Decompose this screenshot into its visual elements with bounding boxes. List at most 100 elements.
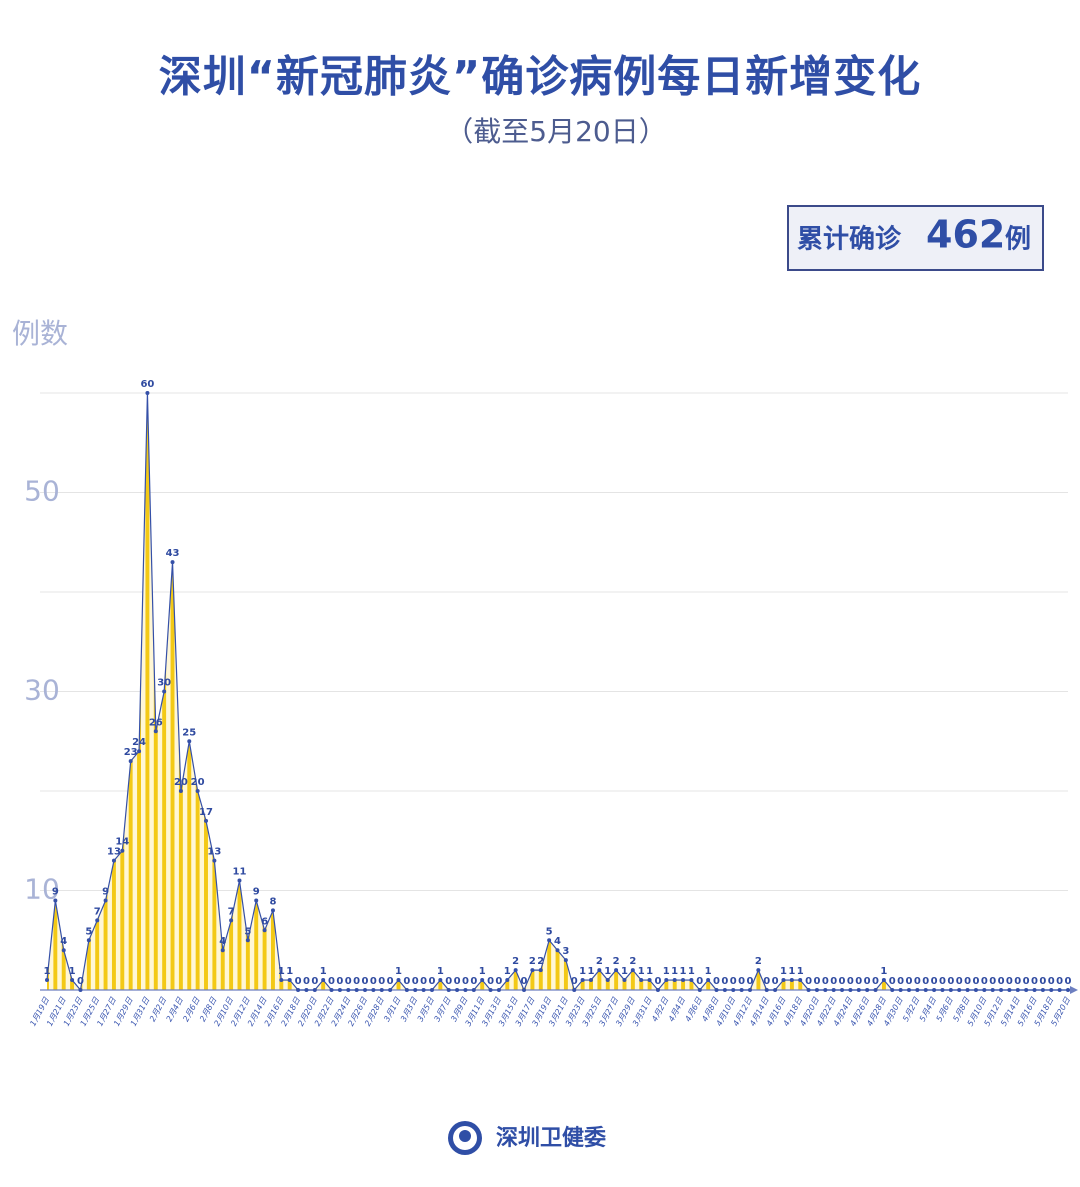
point <box>764 988 769 992</box>
value-label: 1 <box>663 966 670 977</box>
point <box>145 391 150 395</box>
value-label: 1 <box>437 966 444 977</box>
value-label: 9 <box>102 886 109 897</box>
point <box>538 968 543 973</box>
value-label: 0 <box>947 976 954 987</box>
point <box>212 858 217 863</box>
value-label: 0 <box>822 976 829 987</box>
point <box>588 978 593 983</box>
point <box>681 978 686 983</box>
point <box>1040 988 1045 992</box>
value-label: 0 <box>805 976 812 987</box>
value-label: 8 <box>269 896 276 907</box>
value-label: 0 <box>763 976 770 987</box>
point <box>204 818 209 823</box>
value-label: 1 <box>44 966 51 977</box>
value-label: 1 <box>688 966 695 977</box>
value-label: 0 <box>1014 976 1021 987</box>
value-label: 2 <box>512 956 519 967</box>
value-label: 0 <box>746 976 753 987</box>
value-label: 0 <box>1006 976 1013 987</box>
value-label: 0 <box>303 976 310 987</box>
value-label: 0 <box>839 976 846 987</box>
value-label: 0 <box>813 976 820 987</box>
point <box>413 988 418 992</box>
value-label: 4 <box>554 936 561 947</box>
value-label: 0 <box>1056 976 1063 987</box>
value-label: 4 <box>219 936 226 947</box>
value-label: 0 <box>1023 976 1030 987</box>
y-tick-label: 50 <box>24 475 60 508</box>
point <box>245 938 250 943</box>
value-label: 1 <box>780 966 787 977</box>
value-label: 0 <box>721 976 728 987</box>
value-label: 24 <box>132 737 146 748</box>
value-label: 2 <box>537 956 544 967</box>
value-label: 1 <box>880 966 887 977</box>
value-label: 13 <box>107 847 121 858</box>
point <box>496 988 501 992</box>
value-label: 5 <box>244 926 251 937</box>
point <box>856 988 861 992</box>
value-label: 1 <box>395 966 402 977</box>
point <box>655 988 660 992</box>
value-label: 1 <box>680 966 687 977</box>
point <box>789 978 794 983</box>
value-label: 2 <box>613 956 620 967</box>
point <box>1049 988 1054 992</box>
source: 深圳卫健委 <box>496 1125 606 1151</box>
value-label: 0 <box>897 976 904 987</box>
point <box>321 978 326 983</box>
value-label: 0 <box>772 976 779 987</box>
value-label: 11 <box>233 867 247 878</box>
point <box>622 978 627 983</box>
point <box>480 978 485 983</box>
value-label: 23 <box>124 747 138 758</box>
point <box>614 968 619 973</box>
value-label: 7 <box>94 906 101 917</box>
value-label: 1 <box>587 966 594 977</box>
point <box>1066 988 1070 992</box>
value-label: 20 <box>191 777 205 788</box>
value-label: 0 <box>998 976 1005 987</box>
value-label: 1 <box>286 966 293 977</box>
point <box>195 789 200 793</box>
point <box>446 988 451 992</box>
value-label: 0 <box>989 976 996 987</box>
point <box>363 988 368 992</box>
value-label: 9 <box>52 886 59 897</box>
value-label: 25 <box>182 727 196 738</box>
point <box>806 988 811 992</box>
point <box>388 988 393 992</box>
value-label: 30 <box>157 678 171 689</box>
value-label: 0 <box>654 976 661 987</box>
value-label: 0 <box>387 976 394 987</box>
value-label: 1 <box>504 966 511 977</box>
point <box>120 848 125 853</box>
point <box>137 749 142 754</box>
value-label: 0 <box>295 976 302 987</box>
point <box>354 988 359 992</box>
value-label: 0 <box>906 976 913 987</box>
point <box>270 908 275 913</box>
point <box>555 948 560 953</box>
point <box>848 988 853 992</box>
value-label: 0 <box>1039 976 1046 987</box>
point <box>781 978 786 983</box>
value-label: 0 <box>353 976 360 987</box>
point <box>170 560 175 565</box>
point <box>70 978 75 983</box>
value-label: 1 <box>604 966 611 977</box>
value-label: 5 <box>85 926 92 937</box>
value-label: 5 <box>546 926 553 937</box>
value-label: 0 <box>847 976 854 987</box>
value-label: 0 <box>696 976 703 987</box>
point <box>731 988 736 992</box>
point <box>178 789 183 793</box>
value-label: 0 <box>487 976 494 987</box>
value-label: 0 <box>412 976 419 987</box>
value-label: 0 <box>378 976 385 987</box>
point <box>605 978 610 983</box>
value-label: 0 <box>1048 976 1055 987</box>
